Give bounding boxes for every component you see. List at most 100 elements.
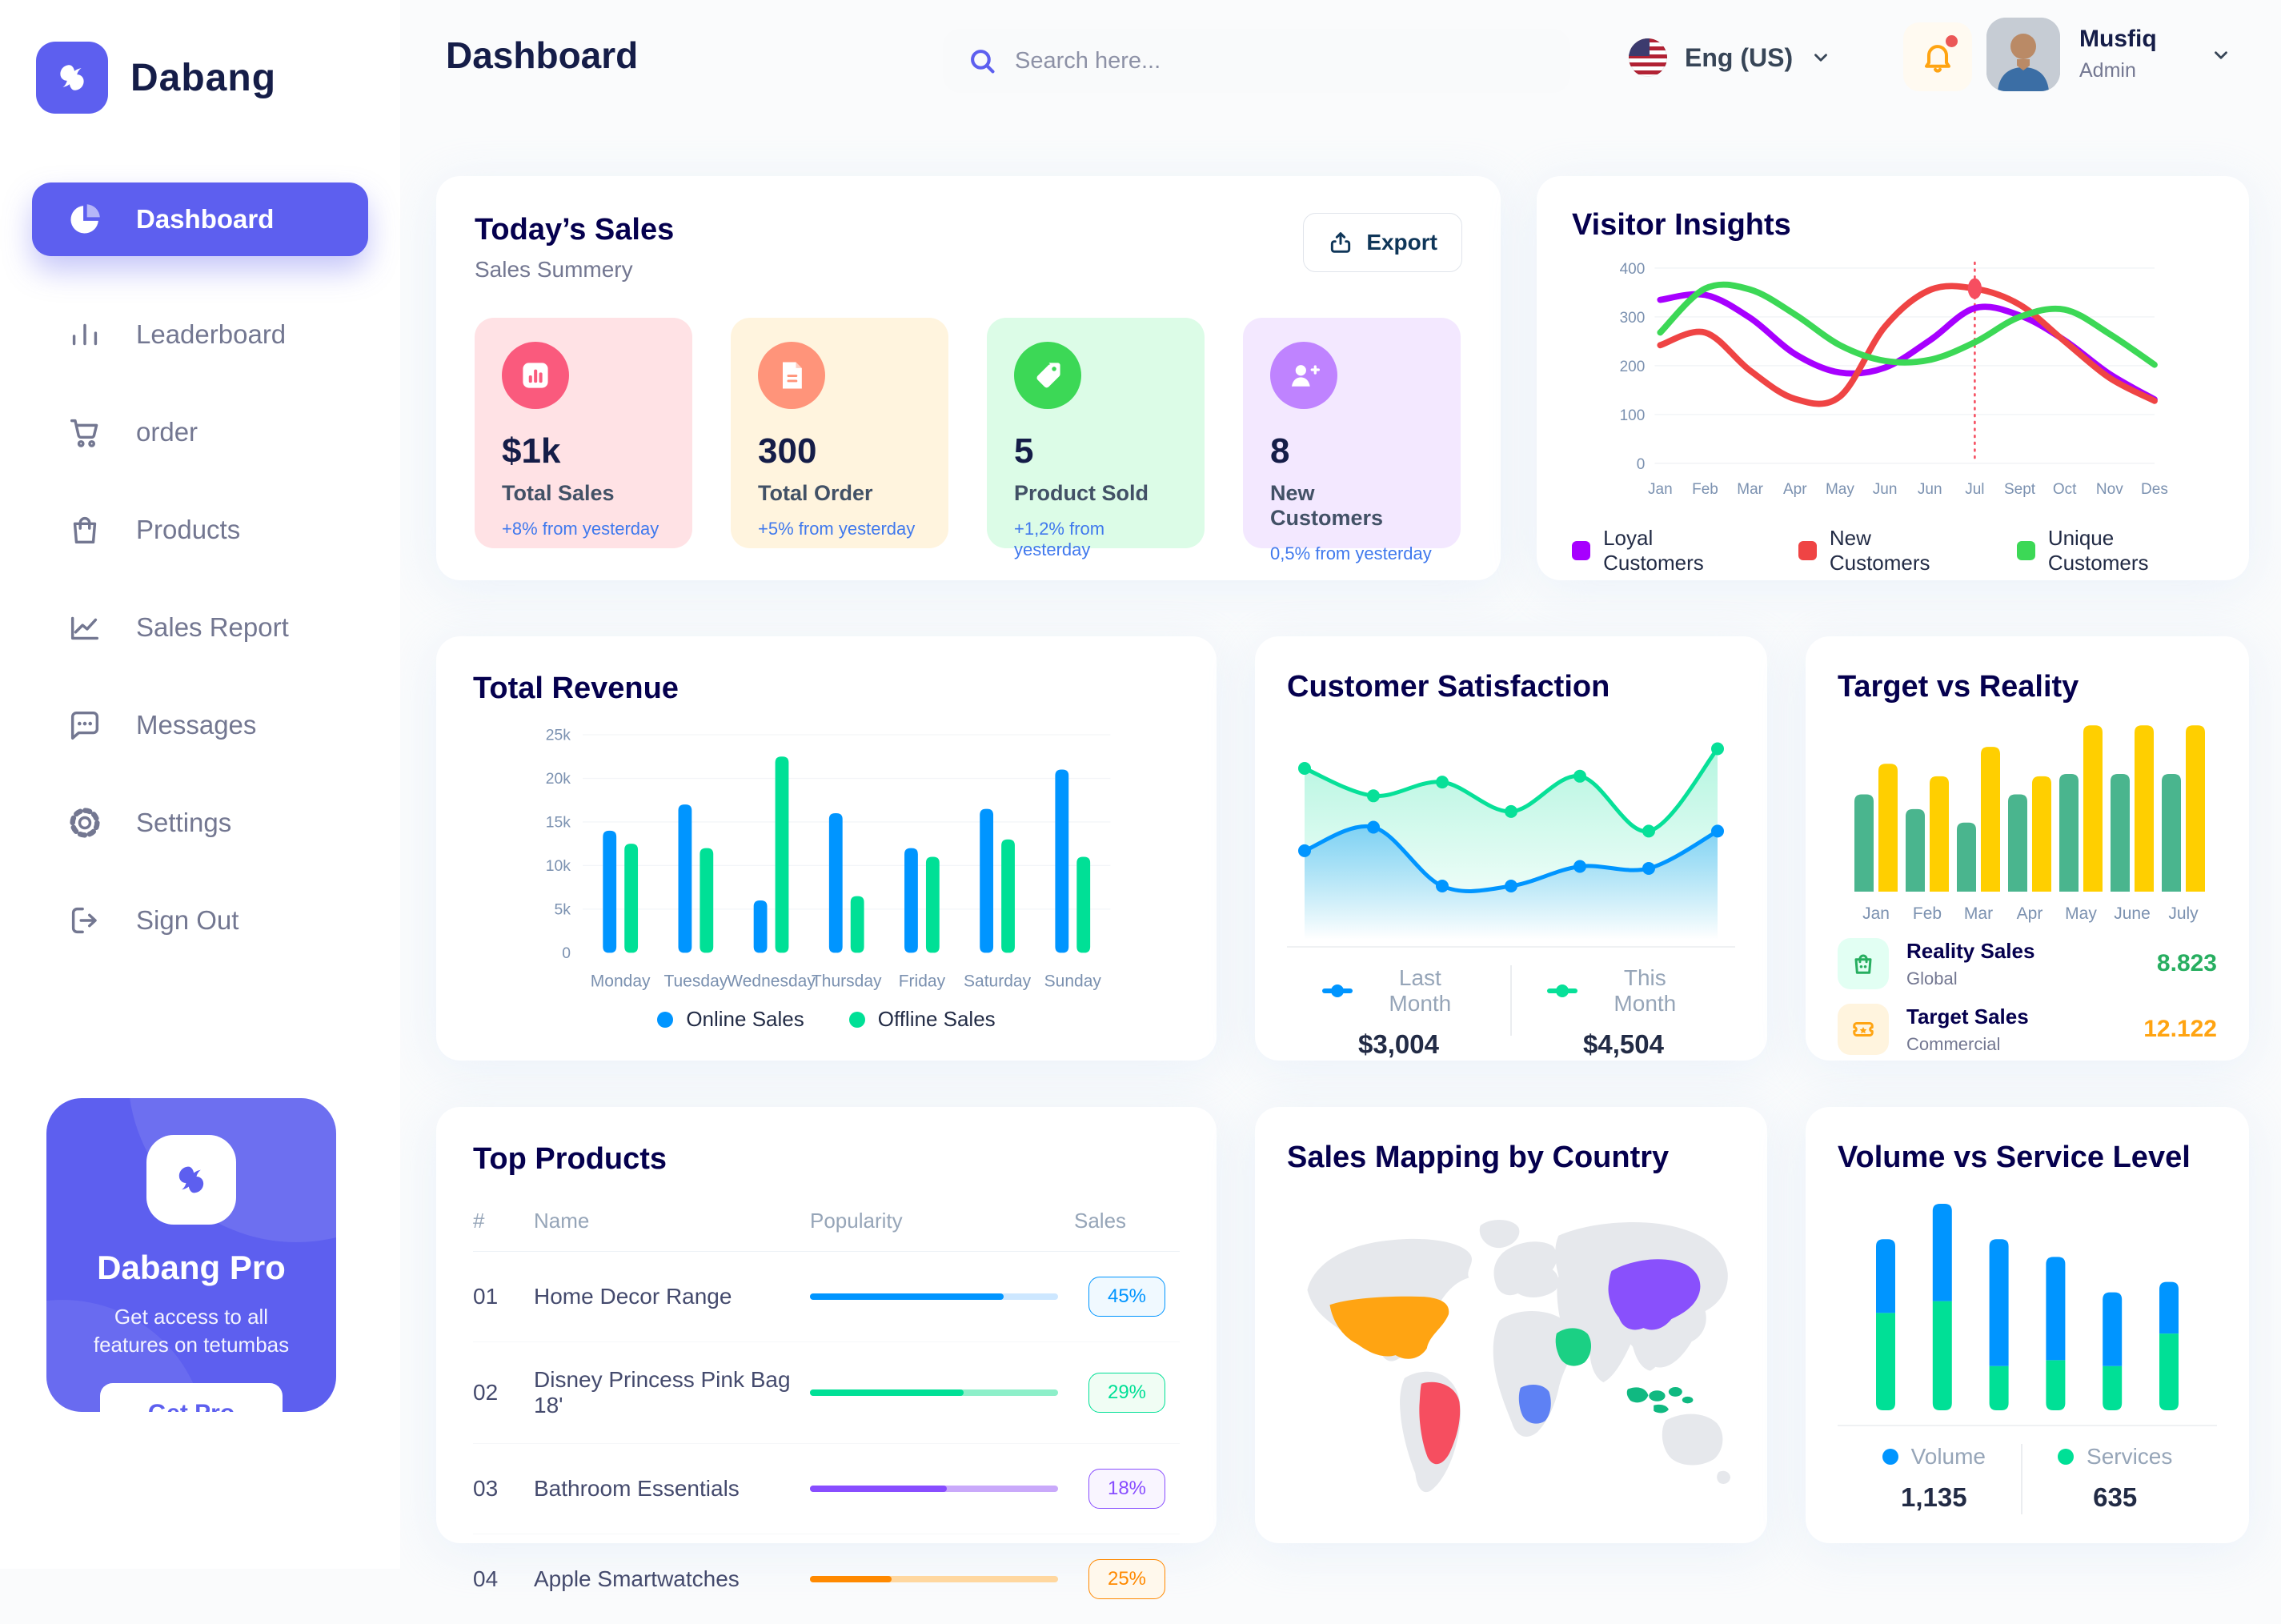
top-products-title: Top Products [473,1142,1180,1177]
world-map [1287,1183,1735,1519]
sales-badge: 29% [1088,1373,1165,1413]
table-row[interactable]: 03 Bathroom Essentials 18% [473,1444,1180,1534]
bag-icon [66,511,104,549]
user-chevron-down-icon[interactable] [2211,45,2231,66]
svg-text:Feb: Feb [1913,904,1942,923]
stat-delta: 0,5% from yesterday [1270,543,1433,564]
avatar[interactable] [1986,18,2060,91]
table-row[interactable]: 02 Disney Princess Pink Bag 18' 29% [473,1342,1180,1444]
svg-text:Nov: Nov [2096,481,2123,498]
pro-upgrade-card: Dabang Pro Get access to all features on… [46,1098,336,1412]
svg-text:200: 200 [1620,359,1646,375]
sidebar-item-sign-out[interactable]: Sign Out [32,884,368,957]
legend-swatch [1798,541,1817,560]
target-vs-reality-legend: Reality Sales Global 8.823 Target Sales … [1838,938,2217,1055]
stat-value: 5 [1014,431,1177,471]
svg-text:May: May [2065,904,2097,923]
stat-delta: +5% from yesterday [758,519,921,539]
svg-text:25k: 25k [546,727,571,744]
get-pro-button[interactable]: Get Pro [100,1383,283,1412]
user-info: Musfiq Admin [2079,26,2157,82]
sign-out-icon [66,901,104,940]
export-button[interactable]: Export [1303,213,1462,272]
sidebar-item-label: Sign Out [136,905,239,936]
app-logo: Dabang [0,0,400,114]
table-row[interactable]: 01 Home Decor Range 45% [473,1252,1180,1342]
sidebar-item-messages[interactable]: Messages [32,688,368,762]
sidebar-nav: Dashboard Leaderboard order Products Sal… [0,182,400,957]
reality-sales-row: Reality Sales Global 8.823 [1838,938,2217,989]
line-dot-marker [1322,984,1353,997]
total-revenue-legend: Online Sales Offline Sales [473,1007,1180,1032]
stat-label: Product Sold [1014,481,1177,506]
svg-text:Jun: Jun [1873,481,1898,498]
svg-text:Des: Des [2141,481,2168,498]
stat-card-total-sales: $1k Total Sales +8% from yesterday [475,318,692,548]
search-bar[interactable] [943,29,1570,93]
svg-text:10k: 10k [546,857,571,875]
pro-card-title: Dabang Pro [46,1249,336,1287]
svg-text:Jan: Jan [1648,481,1673,498]
this-month-total: $4,504 [1547,1029,1700,1060]
sidebar-item-products[interactable]: Products [32,493,368,567]
volume-vs-service-chart [1838,1180,2217,1420]
bar-chart-icon [66,315,104,354]
svg-text:Friday: Friday [899,972,946,990]
customer-satisfaction-card: Customer Satisfaction Last Month $3,004 … [1255,636,1767,1061]
stat-card-product-sold: 5 Product Sold +1,2% from yesterday [987,318,1205,548]
tag-icon [1014,342,1081,409]
top-products-card: Top Products # Name Popularity Sales 01 … [436,1107,1217,1543]
dabang-pro-logo-icon [146,1135,236,1225]
stat-card-new-customers: 8 New Customers 0,5% from yesterday [1243,318,1461,548]
total-revenue-title: Total Revenue [473,672,1180,706]
sidebar-item-label: Sales Report [136,612,289,643]
order-file-icon [758,342,825,409]
map-greenland [1480,1220,1520,1248]
svg-text:15k: 15k [546,814,571,832]
svg-text:100: 100 [1620,407,1646,424]
ticket-icon [1838,1004,1889,1055]
target-sales-row: Target Sales Commercial 12.122 [1838,1004,2217,1055]
table-row[interactable]: 04 Apple Smartwatches 25% [473,1534,1180,1624]
sidebar-item-order[interactable]: order [32,395,368,469]
svg-text:Jan: Jan [1862,904,1890,923]
user-plus-icon [1270,342,1337,409]
bag-icon [1838,938,1889,989]
volume-total: 1,135 [1882,1482,1986,1513]
search-input[interactable] [1015,48,1495,74]
stat-card-total-order: 300 Total Order +5% from yesterday [731,318,948,548]
gear-icon [66,804,104,842]
stat-delta: +1,2% from yesterday [1014,519,1177,560]
line-chart-icon [66,608,104,647]
visitor-insights-title: Visitor Insights [1572,208,2214,243]
svg-text:Jun: Jun [1918,481,1942,498]
notifications-button[interactable] [1903,22,1972,91]
stat-delta: +8% from yesterday [502,519,665,539]
cart-icon [66,413,104,451]
svg-text:Thursday: Thursday [812,972,882,990]
svg-text:5k: 5k [555,901,571,919]
svg-text:Sept: Sept [2004,481,2036,498]
todays-sales-title: Today’s Sales [475,213,674,247]
volume-vs-service-title: Volume vs Service Level [1838,1141,2217,1175]
target-sales-value: 12.122 [2143,1016,2217,1043]
stat-value: 300 [758,431,921,471]
svg-text:300: 300 [1620,310,1646,327]
popularity-bar [810,1389,1058,1396]
dabang-logo-icon [36,42,108,114]
chat-icon [66,706,104,744]
legend-dot [657,1012,673,1028]
svg-text:Tuesday: Tuesday [663,972,728,990]
sidebar: Dabang Dashboard Leaderboard order Produ… [0,0,400,1569]
sidebar-item-settings[interactable]: Settings [32,786,368,860]
sidebar-item-leaderboard[interactable]: Leaderboard [32,298,368,371]
sidebar-item-dashboard[interactable]: Dashboard [32,182,368,256]
stat-label: Total Sales [502,481,665,506]
language-selector[interactable]: Eng (US) [1629,38,1831,77]
todays-sales-card: Today’s Sales Sales Summery Export $1k T… [436,176,1501,580]
sidebar-item-label: Messages [136,710,256,740]
sidebar-item-sales-report[interactable]: Sales Report [32,591,368,664]
